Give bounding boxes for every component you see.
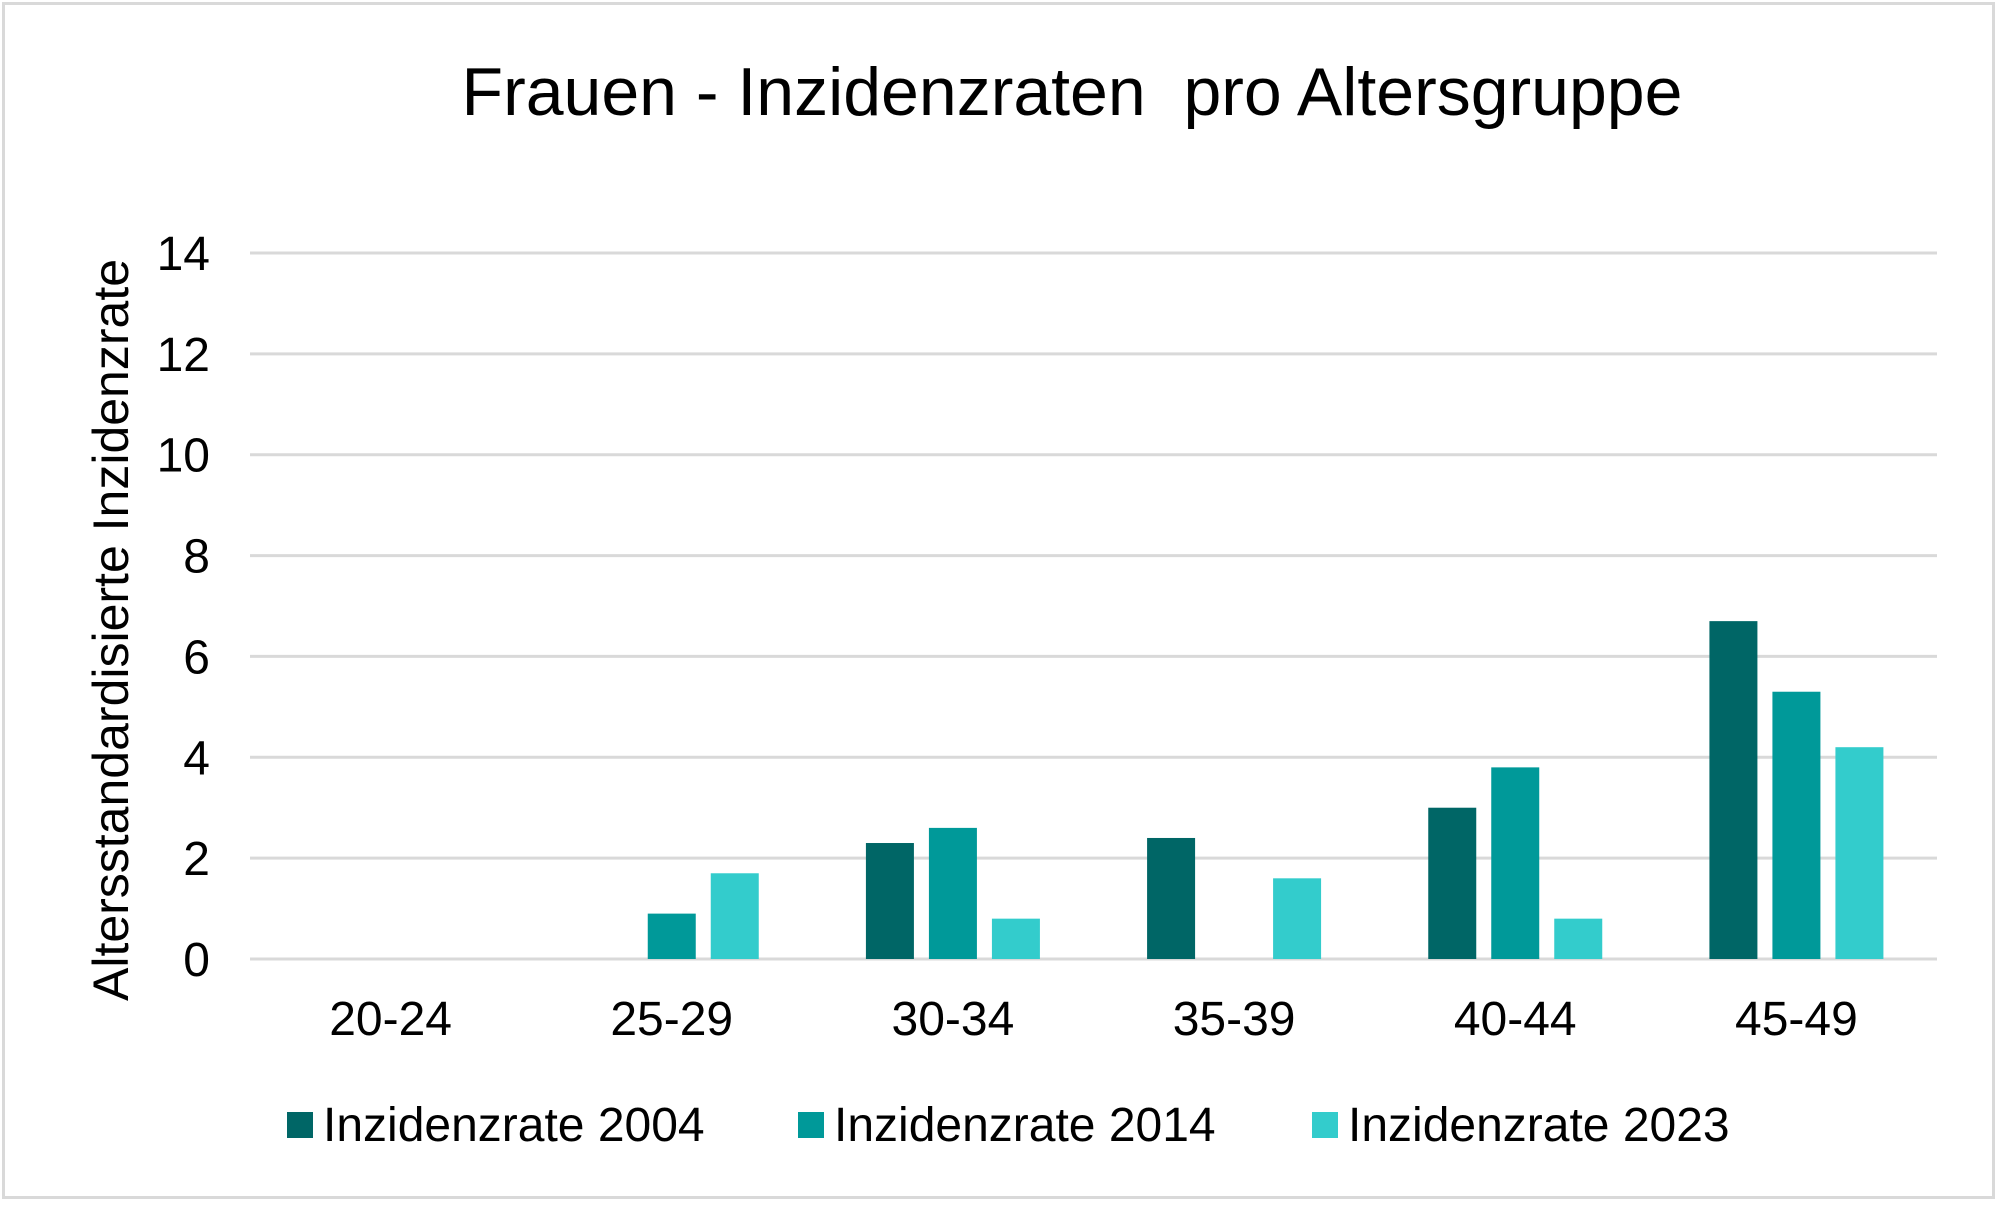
bars bbox=[647, 621, 1884, 959]
bar bbox=[710, 873, 759, 959]
chart-title: Frauen - Inzidenzraten pro Altersgruppe bbox=[462, 54, 1683, 130]
legend-item: Inzidenzrate 2014 bbox=[798, 1099, 1216, 1152]
bar bbox=[1273, 878, 1322, 959]
y-tick-label: 2 bbox=[183, 833, 210, 886]
bar bbox=[865, 843, 914, 959]
bar bbox=[928, 827, 977, 959]
y-tick-label: 8 bbox=[183, 531, 210, 584]
legend: Inzidenzrate 2004 Inzidenzrate 2014 Inzide… bbox=[287, 1099, 1730, 1152]
legend-label: Inzidenzrate 2004 bbox=[323, 1099, 705, 1152]
x-tick-labels: 20-24 25-29 30-34 35-39 40-44 45-49 bbox=[329, 993, 1858, 1046]
bar bbox=[1835, 747, 1884, 959]
y-axis-label: Altersstandardisierte Inzidenzrate bbox=[83, 259, 139, 1001]
x-tick-label: 25-29 bbox=[610, 993, 733, 1046]
legend-swatch bbox=[798, 1112, 824, 1138]
bar-chart: Frauen - Inzidenzraten pro Altersgruppe … bbox=[83, 54, 1937, 1152]
x-tick-label: 40-44 bbox=[1454, 993, 1577, 1046]
bar bbox=[1147, 837, 1196, 959]
x-tick-label: 30-34 bbox=[892, 993, 1015, 1046]
y-tick-label: 12 bbox=[157, 329, 210, 382]
legend-swatch bbox=[287, 1112, 313, 1138]
legend-label: Inzidenzrate 2023 bbox=[1348, 1099, 1730, 1152]
bar bbox=[1772, 691, 1821, 959]
bar bbox=[991, 918, 1040, 959]
legend-swatch bbox=[1312, 1112, 1338, 1138]
x-tick-label: 20-24 bbox=[329, 993, 452, 1046]
bar bbox=[1491, 767, 1540, 959]
y-tick-label: 4 bbox=[183, 732, 210, 785]
y-tick-label: 14 bbox=[157, 228, 210, 281]
grid-lines bbox=[250, 251, 1937, 961]
y-tick-labels: 0 2 4 6 8 10 12 14 bbox=[157, 228, 210, 987]
x-tick-label: 35-39 bbox=[1173, 993, 1296, 1046]
x-tick-label: 45-49 bbox=[1735, 993, 1858, 1046]
bar bbox=[1428, 807, 1477, 959]
legend-item: Inzidenzrate 2023 bbox=[1312, 1099, 1730, 1152]
bar bbox=[1709, 621, 1758, 959]
legend-label: Inzidenzrate 2014 bbox=[834, 1099, 1216, 1152]
y-tick-label: 0 bbox=[183, 934, 210, 987]
bar bbox=[1554, 918, 1603, 959]
legend-item: Inzidenzrate 2004 bbox=[287, 1099, 705, 1152]
bar bbox=[647, 913, 696, 959]
y-tick-label: 6 bbox=[183, 631, 210, 684]
y-tick-label: 10 bbox=[157, 430, 210, 483]
